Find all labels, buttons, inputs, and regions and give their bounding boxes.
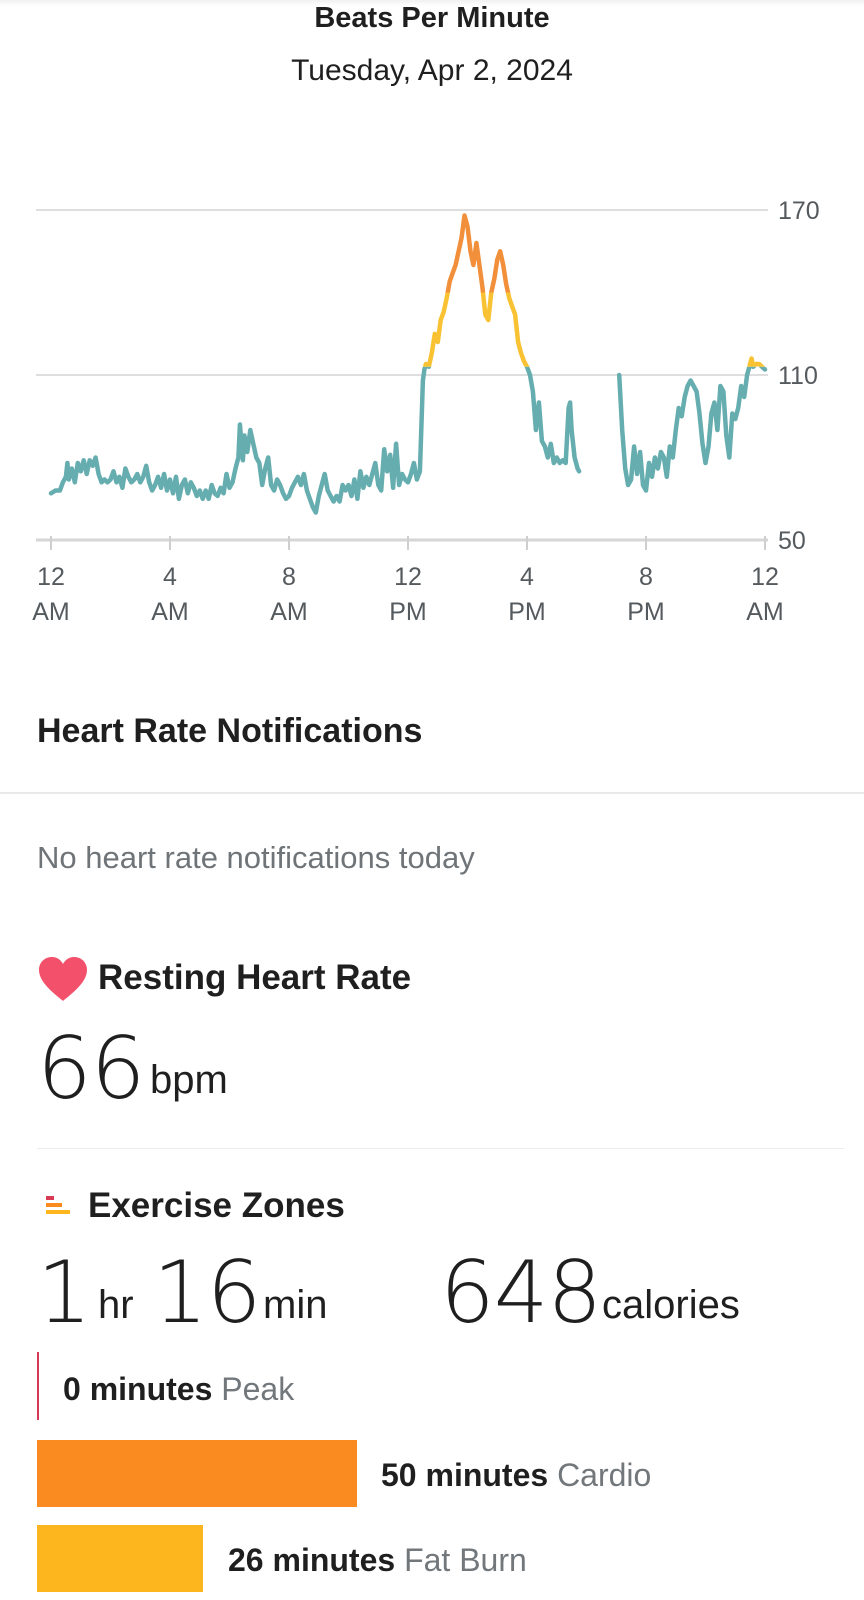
resting-heart-rate-unit: bpm [150,1058,228,1102]
cardio-zone-label: 50 minutes Cardio [381,1459,651,1491]
x-tick-label: 8 [639,563,653,591]
cardio-zone-bar [37,1440,357,1507]
x-tick-label: 8 [282,563,296,591]
heart-rate-line-segment-0-cardio [445,213,511,293]
x-tick-label: PM [627,598,665,626]
y-tick-label: 110 [778,362,818,390]
exercise-minutes-unit: min [263,1283,328,1327]
calories-unit: calories [602,1283,740,1327]
date-label[interactable]: Tuesday, Apr 2, 2024 [291,54,573,87]
fat-burn-zone-bar [37,1525,204,1592]
y-tick-label: 170 [778,197,820,225]
x-tick-label: 12 [37,563,65,591]
heart-rate-chart[interactable]: 170 110 50 12 AM 4 AM 8 AM 12 PM 4 PM 8 PM 12 AM [0,190,864,630]
exercise-hours-unit: hr [98,1283,134,1327]
exercise-minutes-value: 16 [153,1243,261,1343]
notifications-empty-text: No heart rate notifications today [37,840,475,875]
top-edge [0,0,864,6]
x-tick-label: 4 [520,563,534,591]
zones-bars-icon [46,1196,70,1214]
x-tick-label: 4 [163,563,177,591]
notifications-title: Heart Rate Notifications [37,712,423,750]
x-tick-label: AM [270,598,308,626]
fat-burn-zone-minutes: 26 minutes [228,1542,396,1578]
x-tick-label: PM [389,598,427,626]
x-tick-label: AM [151,598,189,626]
heart-rate-line-segment-0-normal [48,366,582,515]
exercise-zones-title: Exercise Zones [88,1186,345,1225]
x-tick-label: 12 [394,563,422,591]
fat-burn-zone-label: 26 minutes Fat Burn [228,1544,527,1576]
chart-series [48,213,768,515]
section-divider [37,1148,844,1149]
peak-zone-marker [37,1352,39,1420]
chart-labels: 170 110 50 12 AM 4 AM 8 AM 12 PM 4 PM 8 PM 12 AM [32,197,819,626]
chart-title: Beats Per Minute [314,2,550,34]
heart-icon [39,957,87,1001]
chart-grid [36,209,768,550]
peak-zone-label: 0 minutes Peak [63,1373,294,1405]
x-tick-label: AM [746,598,784,626]
resting-heart-rate-title: Resting Heart Rate [98,958,412,997]
fat-burn-zone-name: Fat Burn [404,1542,527,1578]
cardio-zone-name: Cardio [557,1457,652,1493]
exercise-hours-value: 1 [37,1243,92,1343]
x-tick-label: AM [32,598,70,626]
heart-rate-line-segment-1-normal [616,366,768,493]
x-tick-label: PM [508,598,546,626]
calories-value: 648 [440,1243,602,1343]
peak-zone-name: Peak [221,1371,295,1407]
peak-zone-minutes: 0 minutes [63,1371,213,1407]
resting-heart-rate-value: 66 [37,1019,145,1119]
cardio-zone-minutes: 50 minutes [381,1457,549,1493]
section-divider [0,792,864,794]
x-tick-label: 12 [751,563,779,591]
y-tick-label: 50 [778,527,806,555]
